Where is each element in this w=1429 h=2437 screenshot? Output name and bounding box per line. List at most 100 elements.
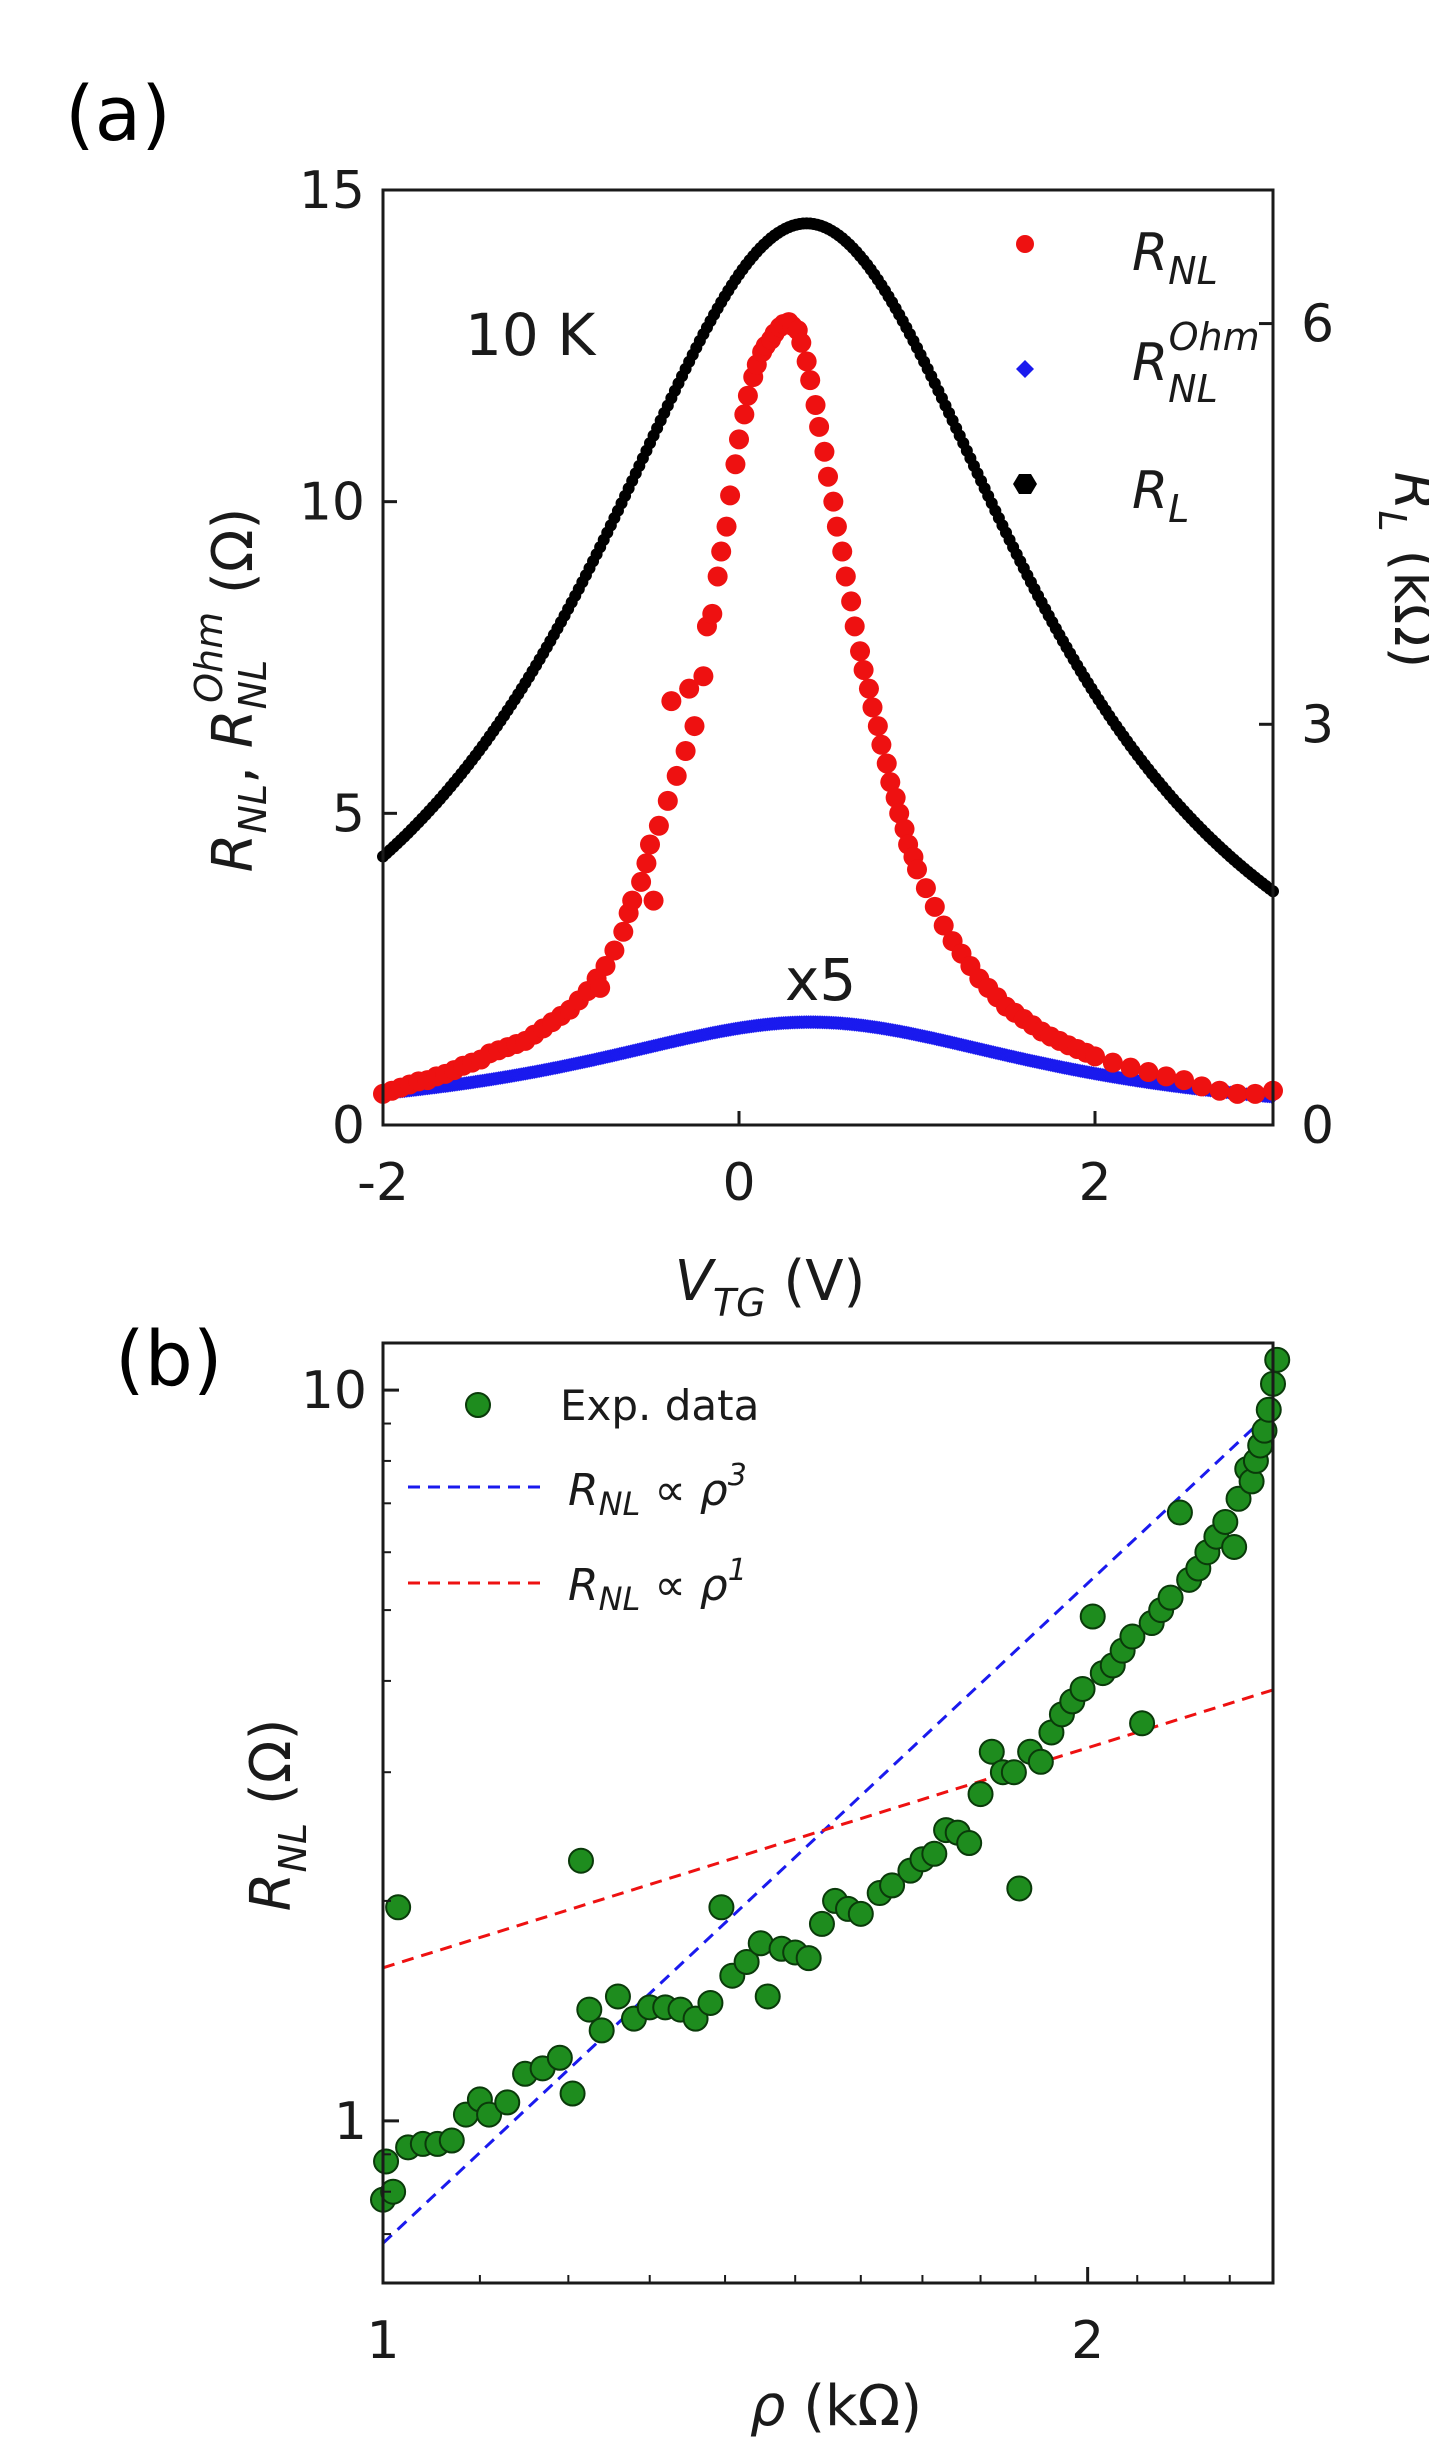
legend-label-rnl: RNL	[1132, 223, 1218, 293]
rnl-point	[737, 385, 758, 406]
panel-b-x-axis-title: ρ (kΩ)	[750, 2374, 922, 2437]
rnl-point	[853, 659, 874, 680]
exp-data-point	[1119, 1623, 1146, 1650]
panel-a-legend: RNL RNLOhm RL	[1013, 223, 1260, 531]
rnl-point	[809, 416, 830, 437]
rnl-point	[631, 871, 652, 892]
rnl-point	[894, 818, 915, 839]
rnl-point	[734, 404, 755, 425]
rnl-point	[1174, 1070, 1194, 1091]
exp-data-point	[1255, 1396, 1282, 1423]
a-x-tick-label: -2	[357, 1153, 409, 1213]
exp-data-point	[494, 2089, 521, 2116]
rnl-point	[693, 666, 714, 687]
rnl-point	[684, 716, 705, 737]
exp-data-point	[978, 1738, 1005, 1765]
rnl-point	[850, 641, 871, 662]
rnl-point	[841, 591, 862, 612]
rnl-point	[1138, 1062, 1159, 1083]
exp-data-point	[1000, 1759, 1027, 1786]
rnl-point	[915, 878, 936, 899]
exp-data-point	[682, 2005, 709, 2032]
fit-line-rho3	[381, 1408, 1275, 2245]
a-y-left-tick-label: 5	[332, 784, 365, 844]
rnl-point	[796, 351, 817, 372]
b-y-tick-label: 1	[334, 2092, 367, 2152]
rnl-point	[832, 541, 853, 562]
exp-data-point	[956, 1830, 983, 1857]
rnl-point	[818, 466, 838, 487]
rnl-point	[590, 977, 611, 998]
panel-a-x-axis-title: VTG (V)	[675, 1249, 866, 1325]
rnl-point	[675, 741, 696, 761]
rnl-point	[595, 956, 616, 977]
panel-b-data-layer	[370, 1346, 1291, 2245]
exp-data-point	[588, 2017, 615, 2044]
a-y-right-tick-label: 6	[1301, 295, 1334, 355]
legend-marker-rnl	[1016, 235, 1034, 253]
a-y-left-tick-label: 15	[299, 161, 365, 221]
panel-a-data-layer	[373, 217, 1283, 1104]
rnl-point	[711, 541, 732, 562]
exp-data-point	[604, 1983, 631, 2010]
panel-a-right-axis-title: RL (kΩ)	[1370, 472, 1429, 669]
exp-data-point	[1221, 1533, 1248, 1560]
panel-a-label: (a)	[65, 69, 171, 158]
exp-data-point	[380, 2178, 407, 2205]
a-y-left-tick-label: 10	[299, 473, 365, 533]
rnl-point	[1120, 1057, 1141, 1078]
legend-marker-rl	[1013, 474, 1037, 494]
rnl-point	[1209, 1080, 1230, 1101]
exp-data-point	[546, 2044, 573, 2071]
rnl-point	[729, 429, 749, 450]
exp-data-point	[921, 1840, 948, 1867]
exp-data-point	[1264, 1346, 1291, 1373]
panel-a-frame	[381, 188, 1275, 1127]
rnl-point	[844, 616, 865, 637]
legend-label-rl: RL	[1132, 461, 1189, 531]
exp-data-point	[708, 1894, 735, 1921]
b-x-tick-label: 2	[1071, 2311, 1104, 2371]
exp-data-point	[754, 1983, 781, 2010]
exp-data-point	[1212, 1508, 1239, 1535]
annotation-scale: x5	[785, 946, 856, 1014]
rnl-point	[889, 803, 910, 824]
rnl-point	[1227, 1083, 1248, 1104]
rnl-point	[826, 516, 847, 537]
rnl-point	[640, 834, 660, 855]
exp-data-point	[879, 1872, 906, 1899]
rnl-point	[604, 940, 625, 961]
rnl-point	[924, 896, 945, 917]
rnl-point	[871, 734, 892, 755]
panel-b-frame	[381, 1341, 1275, 2285]
rnl-point	[835, 566, 856, 587]
exp-data-point	[808, 1910, 835, 1937]
a-y-right-tick-label: 0	[1301, 1096, 1334, 1156]
b-x-tick-label: 1	[366, 2311, 399, 2371]
rnl-point	[720, 485, 741, 506]
rnl-point	[643, 890, 664, 911]
rnl-point	[707, 566, 728, 587]
exp-data-point	[385, 1894, 412, 1921]
rnl-point	[622, 890, 643, 911]
rnl-point	[1245, 1083, 1266, 1104]
rnl-point	[880, 772, 901, 793]
exp-data-point	[967, 1781, 994, 1808]
rnl-point	[657, 790, 678, 811]
fit-line-rho1	[382, 1688, 1274, 1970]
rnl-point	[805, 395, 826, 416]
rnl-point	[702, 603, 723, 624]
a-x-tick-label: 0	[722, 1153, 755, 1213]
panel-b-legend: Exp. data RNL ∝ ρ3 RNL ∝ ρ1	[408, 1381, 759, 1618]
exp-data-point	[559, 2080, 586, 2107]
rnl-point	[867, 716, 888, 737]
exp-data-point	[733, 1948, 760, 1975]
legend-label-rho3: RNL ∝ ρ3	[568, 1458, 747, 1523]
rnl-point	[666, 765, 687, 786]
exp-data-point	[373, 2148, 400, 2175]
rnl-point	[661, 691, 682, 712]
exp-data-point	[1027, 1748, 1054, 1775]
exp-data-point	[476, 2101, 503, 2128]
